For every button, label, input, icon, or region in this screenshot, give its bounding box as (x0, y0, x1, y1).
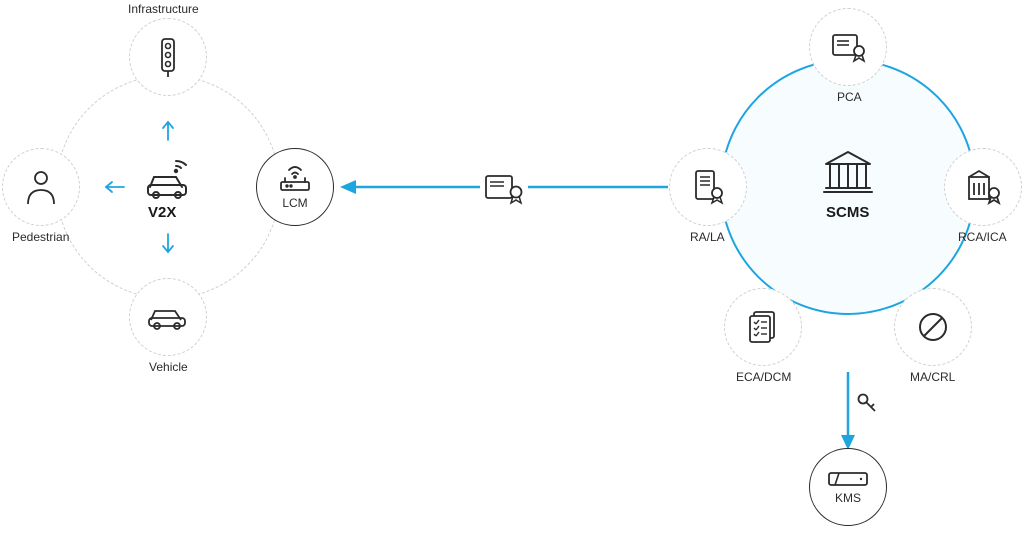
kms-icon (827, 469, 869, 489)
key-icon (856, 392, 878, 414)
label-kms: KMS (827, 491, 869, 505)
node-kms: KMS (809, 448, 887, 526)
key-decorator (856, 392, 878, 414)
